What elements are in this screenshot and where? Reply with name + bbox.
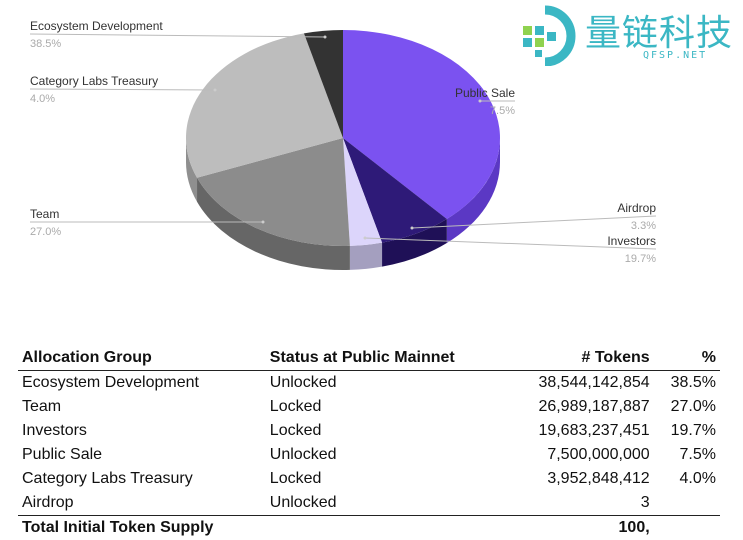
- pie-side-2: [349, 242, 383, 270]
- cell-status: Locked: [269, 422, 322, 439]
- cell-tokens: 19,683,237,451: [538, 422, 650, 439]
- leader-dot: [410, 226, 414, 230]
- cell-group: Category Labs Treasury: [22, 470, 193, 487]
- table-header-row: Allocation Group Status at Public Mainne…: [18, 346, 720, 371]
- leader-dot: [478, 99, 482, 103]
- allocation-table: Allocation Group Status at Public Mainne…: [18, 346, 720, 540]
- total-status: [265, 515, 506, 540]
- pie-slice: [343, 138, 383, 246]
- pie-slice: [197, 138, 350, 246]
- leader-dot: [323, 35, 327, 39]
- watermark-icon: [523, 5, 576, 67]
- cell-group: Public Sale: [22, 446, 103, 463]
- table-row: Ecosystem Development Unlocked 38,544,142,…: [18, 371, 720, 396]
- slice-pct: 19.7%: [625, 253, 656, 265]
- cell-tokens: 3,952,848,412: [547, 470, 650, 487]
- pie-side-3: [197, 177, 350, 270]
- slice-pct: 3.3%: [631, 220, 656, 232]
- header-group: Allocation Group: [18, 346, 266, 371]
- total-label: Total Initial Token Supply: [18, 515, 266, 540]
- table-row: Airdrop Unlocked 3: [18, 491, 720, 516]
- slice-pct: 27.0%: [30, 226, 61, 238]
- leader-line: [29, 33, 326, 38]
- leader-dot: [213, 88, 217, 92]
- watermark-text: 量链科技: [585, 13, 734, 54]
- cell-pct: 27.0%: [670, 398, 716, 415]
- cell-tokens: 7,500,000,000: [547, 446, 650, 463]
- leader-dot: [363, 236, 367, 240]
- table-row: Public Sale Unlocked 7,500,000,000 7.5%: [18, 443, 720, 467]
- cell-status: Locked: [269, 398, 322, 415]
- cell-status: Locked: [269, 470, 322, 487]
- cell-group: Team: [22, 398, 62, 415]
- slice-label: Ecosystem Development: [30, 19, 163, 33]
- cell-status: Unlocked: [269, 446, 337, 463]
- watermark-sub: QFSP.NET: [643, 50, 708, 61]
- slice-label: Investors: [607, 234, 656, 248]
- slice-label: Airdrop: [617, 201, 656, 215]
- header-pct: %: [653, 346, 720, 371]
- pie-side-0: [446, 138, 500, 244]
- cell-tokens: 26,989,187,887: [538, 398, 650, 415]
- header-status: Status at Public Mainnet: [265, 346, 506, 371]
- cell-tokens: 3: [640, 494, 650, 511]
- cell-status: Unlocked: [269, 494, 337, 511]
- cell-pct: 7.5%: [679, 446, 716, 463]
- slice-pct: 4.0%: [30, 93, 55, 105]
- leader-dot: [261, 220, 265, 224]
- slice-label: Team: [30, 207, 59, 221]
- cell-pct: [654, 491, 720, 516]
- leader-line: [364, 237, 657, 250]
- pie-chart: Ecosystem Development 38.5% Public Sale 7.5…: [29, 19, 657, 270]
- leader-line: [411, 215, 657, 229]
- cell-pct: 38.5%: [670, 374, 716, 391]
- slice-label: Public Sale: [455, 86, 515, 100]
- pie-side-1: [382, 219, 447, 267]
- cell-pct: 4.0%: [679, 470, 716, 487]
- cell-group: Investors: [22, 422, 87, 439]
- total-pct: [653, 515, 720, 540]
- cell-pct: 19.7%: [670, 422, 716, 439]
- total-row: Total Initial Token Supply 100,: [18, 515, 720, 540]
- slice-label: Category Labs Treasury: [30, 74, 158, 88]
- cell-tokens: 38,544,142,854: [538, 374, 650, 391]
- table-row: Investors Locked 19,683,237,451 19.7%: [18, 419, 720, 443]
- total-tokens: 100,: [505, 515, 654, 540]
- table-row: Team Locked 26,989,187,887 27.0%: [18, 395, 720, 419]
- pie-slice: [343, 30, 500, 220]
- pie-slice: [185, 33, 343, 178]
- cell-status: Unlocked: [269, 374, 337, 391]
- table-row: Category Labs Treasury Locked 3,952,848,41…: [18, 467, 720, 491]
- cell-group: Ecosystem Development: [22, 374, 199, 391]
- cell-group: Airdrop: [22, 494, 74, 511]
- watermark-logo: 量链科技 QFSP.NET: [515, 4, 740, 67]
- leader-line: [29, 88, 216, 91]
- slice-pct: 7.5%: [490, 105, 515, 117]
- header-tokens: # Tokens: [505, 346, 654, 371]
- pie-side-4: [186, 138, 198, 202]
- pie-slice: [343, 138, 447, 243]
- slice-pct: 38.5%: [30, 38, 61, 50]
- pie-slice: [303, 30, 343, 138]
